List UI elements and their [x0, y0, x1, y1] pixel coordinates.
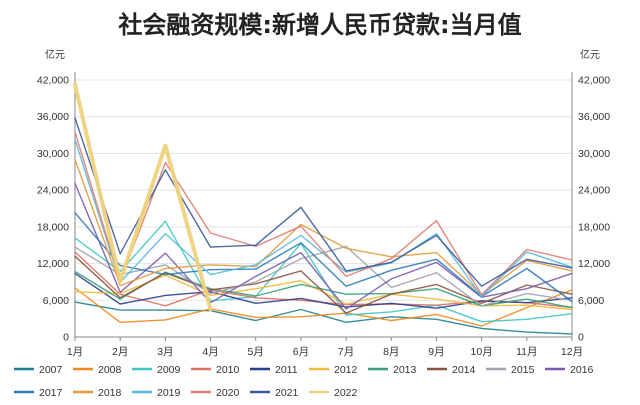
legend-label: 2022	[334, 387, 358, 399]
x-tick-label: 6月	[293, 346, 309, 358]
y-tick-label-left: 6,000	[43, 295, 69, 307]
legend-label: 2012	[334, 364, 358, 376]
series-line-2022	[73, 82, 213, 312]
series-line-2019	[74, 138, 573, 298]
legend-label: 2007	[39, 364, 63, 376]
y-tick-label-right: 0	[578, 332, 584, 344]
legend-item-2019: 2019	[132, 387, 181, 399]
y-tick-label-left: 12,000	[37, 258, 69, 270]
series-line-2007	[74, 301, 573, 335]
legend-item-2011: 2011	[250, 364, 298, 376]
legend-label: 2010	[216, 364, 240, 376]
y-tick-label-right: 42,000	[578, 75, 610, 87]
series-line-2021	[74, 117, 573, 287]
series-line-2017	[74, 212, 573, 303]
series-line-2016	[74, 182, 573, 310]
y-tick-label-right: 18,000	[578, 221, 610, 233]
series-line-2020	[74, 131, 573, 296]
legend-label: 2008	[98, 364, 122, 376]
left-axis-unit: 亿元	[45, 48, 65, 61]
legend-label: 2014	[452, 364, 476, 376]
legend-item-2012: 2012	[309, 364, 358, 376]
x-tick-label: 2月	[112, 346, 128, 358]
legend-item-2016: 2016	[545, 364, 594, 376]
y-tick-label-left: 42,000	[37, 75, 69, 87]
legend-label: 2015	[511, 364, 535, 376]
y-tick-label-right: 36,000	[578, 111, 610, 123]
legend-label: 2019	[157, 387, 181, 399]
y-tick-label-left: 0	[63, 332, 69, 344]
legend-item-2022: 2022	[309, 387, 358, 399]
x-tick-label: 3月	[157, 346, 173, 358]
legend-item-2018: 2018	[73, 387, 122, 399]
legend-label: 2016	[570, 364, 594, 376]
x-tick-label: 1月	[67, 346, 83, 358]
legend-item-2020: 2020	[191, 387, 240, 399]
chart-title: 社会融资规模:新增人民币贷款:当月值	[118, 11, 521, 39]
series-line-2014	[74, 255, 573, 314]
x-tick-label: 12月	[561, 346, 583, 358]
x-tick-label: 10月	[471, 346, 493, 358]
x-tick-label: 4月	[202, 346, 218, 358]
series-line-2011	[74, 272, 573, 309]
legend-label: 2020	[216, 387, 240, 399]
legend-label: 2009	[157, 364, 181, 376]
legend-item-2021: 2021	[250, 387, 299, 399]
right-axis-unit: 亿元	[580, 48, 600, 61]
legend-item-2009: 2009	[132, 364, 181, 376]
legend-item-2008: 2008	[73, 364, 122, 376]
y-tick-label-left: 24,000	[37, 185, 69, 197]
legend: 2007 2008 2009 2010 2011 2012 2013 2014 2015 2016…	[14, 364, 594, 399]
series-lines	[73, 82, 573, 335]
legend-item-2015: 2015	[486, 364, 535, 376]
legend-label: 2017	[39, 387, 63, 399]
series-line-2015	[74, 245, 573, 307]
y-tick-label-left: 18,000	[37, 221, 69, 233]
x-tick-label: 8月	[383, 346, 399, 358]
legend-item-2010: 2010	[191, 364, 240, 376]
legend-label: 2011	[275, 364, 298, 376]
series-line-2008	[74, 287, 573, 327]
x-tick-label: 9月	[428, 346, 444, 358]
y-tick-label-right: 6,000	[578, 295, 604, 307]
x-tick-label: 5月	[248, 346, 264, 358]
y-tick-label-left: 30,000	[37, 148, 69, 160]
legend-label: 2018	[98, 387, 122, 399]
legend-item-2017: 2017	[14, 387, 63, 399]
series-line-2009	[74, 220, 573, 323]
legend-label: 2021	[275, 387, 299, 399]
y-tick-label-left: 36,000	[37, 111, 69, 123]
legend-item-2007: 2007	[14, 364, 63, 376]
legend-label: 2013	[393, 364, 417, 376]
x-tick-label: 11月	[516, 346, 537, 358]
y-tick-label-right: 12,000	[578, 258, 610, 270]
legend-item-2014: 2014	[427, 364, 476, 376]
x-tick-label: 7月	[338, 346, 354, 358]
y-tick-label-right: 30,000	[578, 148, 610, 160]
axes: 0 0 6,000 6,000 12,000 12,000 18,000 18,000 24,0…	[37, 72, 610, 358]
y-tick-label-right: 24,000	[578, 185, 610, 197]
legend-item-2013: 2013	[368, 364, 417, 376]
